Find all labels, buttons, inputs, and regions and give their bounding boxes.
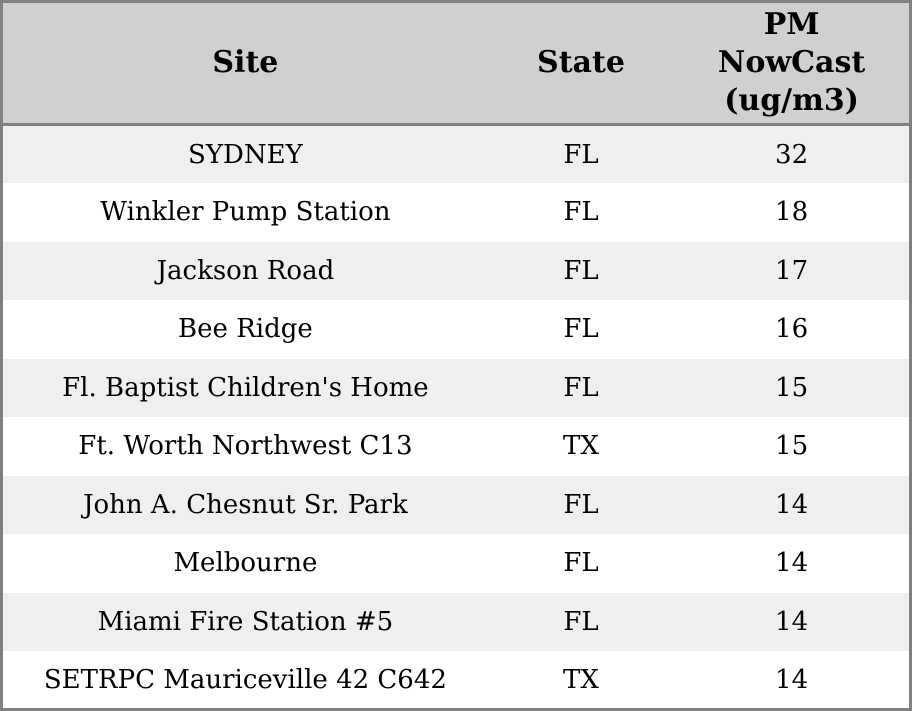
cell-state: FL	[563, 197, 599, 228]
cell-pm-nowcast: 14	[775, 489, 809, 520]
cell-site: Ft. Worth Northwest C13	[78, 431, 413, 462]
table-row: Winkler Pump Station FL 18	[1, 183, 911, 242]
column-header-pm-nowcast: PM NowCast (ug/m3)	[674, 1, 911, 126]
cell-state: TX	[563, 431, 599, 462]
cell-state: FL	[563, 606, 599, 637]
table-row: Ft. Worth Northwest C13 TX 15	[1, 417, 911, 476]
table-row: Fl. Baptist Children's Home FL 15	[1, 358, 911, 417]
cell-state: TX	[563, 664, 599, 695]
column-header-site: Site	[1, 1, 488, 126]
cell-site: Jackson Road	[156, 255, 335, 286]
table-header-row: Site State PM NowCast (ug/m3)	[1, 1, 911, 126]
table-row: John A. Chesnut Sr. Park FL 14	[1, 475, 911, 534]
cell-site: John A. Chesnut Sr. Park	[83, 489, 408, 520]
table-row: SYDNEY FL 32	[1, 124, 911, 183]
cell-pm-nowcast: 14	[775, 664, 809, 695]
cell-state: FL	[563, 372, 599, 403]
cell-pm-nowcast: 15	[775, 431, 809, 462]
table-row: Bee Ridge FL 16	[1, 300, 911, 359]
table-row: Melbourne FL 14	[1, 534, 911, 593]
cell-pm-nowcast: 32	[775, 139, 809, 170]
cell-pm-nowcast: 17	[775, 255, 809, 286]
table-header: Site State PM NowCast (ug/m3)	[1, 1, 911, 126]
cell-site: SETRPC Mauriceville 42 C642	[43, 664, 447, 695]
table-row: Miami Fire Station #5 FL 14	[1, 592, 911, 651]
cell-pm-nowcast: 16	[775, 314, 809, 345]
cell-site: SYDNEY	[188, 139, 303, 170]
cell-site: Fl. Baptist Children's Home	[62, 372, 429, 403]
table-row: Jackson Road FL 17	[1, 241, 911, 300]
column-header-state: State	[487, 1, 675, 126]
cell-state: FL	[563, 548, 599, 579]
cell-pm-nowcast: 18	[775, 197, 809, 228]
cell-pm-nowcast: 14	[775, 548, 809, 579]
cell-state: FL	[563, 255, 599, 286]
cell-state: FL	[563, 314, 599, 345]
cell-site: Melbourne	[173, 548, 318, 579]
cell-site: Miami Fire Station #5	[97, 606, 394, 637]
cell-state: FL	[563, 139, 599, 170]
cell-site: Winkler Pump Station	[100, 197, 391, 228]
table-body: SYDNEY FL 32 Winkler Pump Station FL 18 Jackso…	[1, 124, 911, 710]
cell-pm-nowcast: 14	[775, 606, 809, 637]
cell-site: Bee Ridge	[178, 314, 313, 345]
table-row: SETRPC Mauriceville 42 C642 TX 14	[1, 651, 911, 710]
cell-state: FL	[563, 489, 599, 520]
cell-pm-nowcast: 15	[775, 372, 809, 403]
